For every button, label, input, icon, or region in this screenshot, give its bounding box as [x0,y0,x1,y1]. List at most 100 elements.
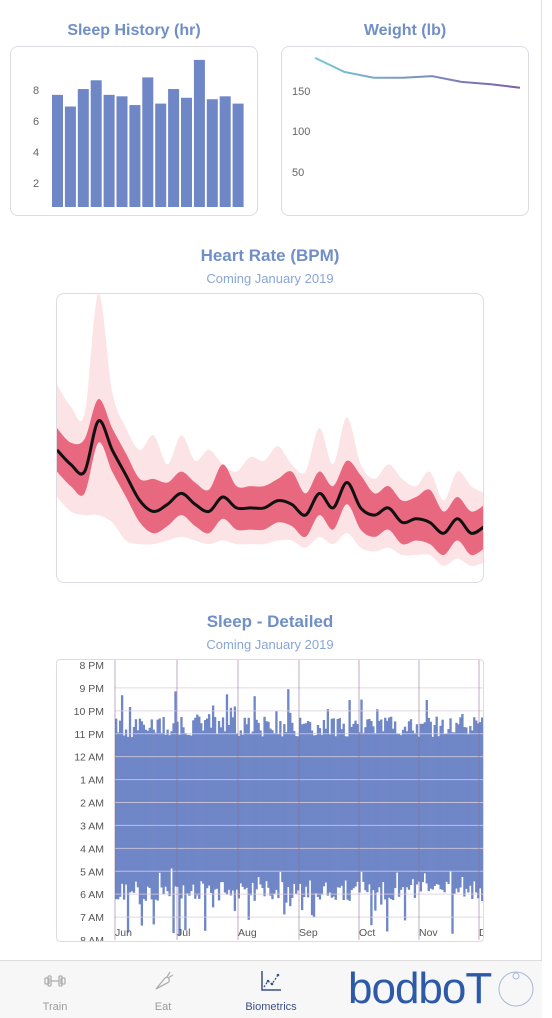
sleep-detailed-bar [124,729,128,885]
sleep-detailed-bar [310,730,314,916]
sleep-detailed-x-tick: Aug [238,927,257,939]
sleep-detailed-bar [429,721,432,889]
sleep-detailed-bar [144,729,148,901]
sleep-history-bar [129,105,141,207]
sleep-detailed-bar [318,728,322,900]
weight-y-tick: 150 [292,86,310,98]
tab-bar: Train Eat Biometrics [0,960,542,1018]
sleep-detailed-bar [423,722,426,874]
sleep-history-card[interactable]: 8 6 4 2 [10,46,258,216]
sleep-detailed-bar [120,695,124,884]
sleep-detailed-bar [126,736,130,933]
sleep-detailed-y-tick: 1 AM [80,775,104,787]
sleep-detailed-bar [273,733,276,894]
sleep-history-chart: 8 6 4 2 [33,59,244,207]
sleep-detailed-bar [463,727,466,897]
sleep-detailed-chart: 8 PM 9 PM 10 PM 11 PM 12 AM 1 AM 2 AM 3 AM 4 AM 5… [74,660,483,941]
sleep-detailed-bar [295,736,298,894]
sleep-detailed-subtitle: Coming January 2019 [206,637,334,652]
sleep-detailed-bar [267,721,270,888]
sleep-history-bar [103,94,115,207]
sleep-detailed-bar [233,706,237,911]
sleep-detailed-bar [399,735,403,890]
sleep-detailed-bar [174,691,177,887]
sleep-history-bar [155,103,167,207]
sleep-detailed-y-tick: 3 AM [80,820,104,832]
sleep-detailed-bar [253,696,256,901]
sleep-history-bar [142,77,154,207]
sleep-detailed-bar [469,726,472,886]
sleep-detailed-bar [202,730,205,884]
sleep-detailed-bar [164,734,167,887]
sleep-history-bar [193,59,205,207]
sleep-detailed-bar [152,729,155,925]
sleep-detailed-bar [263,716,266,897]
heart-rate-card[interactable] [56,293,484,583]
sleep-detailed-bar [425,700,428,884]
sleep-history-bar [219,96,231,207]
sleep-detailed-bar [431,736,434,890]
sleep-detailed-bar [261,736,264,889]
sleep-detailed-bar [115,718,118,900]
sleep-detailed-bar [332,718,335,897]
sleep-y-tick: 2 [33,178,39,190]
sleep-detailed-bar [306,721,310,898]
bodbot-logo: bodboT [348,962,538,1016]
sleep-detailed-bar [437,736,440,885]
sleep-detailed-x-tick: Jul [177,927,190,939]
sleep-detailed-bar [255,719,258,890]
sleep-detailed-bar [427,717,430,892]
sleep-detailed-bar [118,720,122,897]
tab-eat[interactable]: Eat [118,961,208,1018]
sleep-detailed-card[interactable]: 8 PM 9 PM 10 PM 11 PM 12 AM 1 AM 2 AM 3 AM 4 AM 5… [56,659,484,942]
weight-title: Weight (lb) [363,22,447,39]
sleep-detailed-bar [465,727,468,889]
sleep-detailed-bar [283,724,286,915]
sleep-detailed-bar [287,689,290,888]
sleep-detailed-bar [209,727,213,893]
sleep-detailed-x-tick: Nov [419,927,438,939]
sleep-detailed-x-tick: Sep [299,927,318,939]
sleep-detailed-bar [405,731,409,888]
sleep-detailed-bar [401,729,405,888]
sleep-detailed-bar [221,717,225,883]
sleep-detailed-bar [354,720,357,887]
sleep-detailed-bar [299,717,302,884]
sleep-detailed-bar [384,717,387,900]
sleep-detailed-y-tick: 5 AM [80,866,104,878]
sleep-detailed-bar [302,723,306,898]
sleep-detailed-bar [328,734,332,893]
sleep-detailed-bar [146,730,149,887]
sleep-detailed-bar [160,732,163,888]
sleep-y-tick: 4 [33,147,39,159]
sleep-detailed-bar [231,717,235,891]
sleep-detailed-bar [140,721,144,926]
sleep-detailed-bar [386,720,389,932]
heart-rate-chart [57,294,483,566]
sleep-detailed-bar [477,723,480,899]
tab-train[interactable]: Train [10,961,100,1018]
sleep-detailed-bar [481,717,483,901]
weight-y-tick: 50 [292,167,304,179]
sleep-history-bar [116,96,128,207]
sleep-detailed-bar [213,717,217,890]
sleep-detailed-bar [251,731,254,883]
sleep-detailed-y-tick: 6 AM [80,889,104,901]
sleep-detailed-bar [461,714,464,877]
sleep-detailed-bar [186,734,189,894]
weight-line [314,56,521,89]
weight-card[interactable]: 150 100 50 [281,46,529,216]
sleep-detailed-bar [206,718,209,889]
heart-rate-subtitle: Coming January 2019 [206,271,334,286]
sleep-detailed-bar [346,736,349,900]
sleep-detailed-bar [334,736,337,900]
sleep-detailed-bar [223,731,227,893]
sleep-detailed-bar [166,729,169,892]
sleep-detailed-title: Sleep - Detailed [206,612,334,631]
sleep-detailed-bar [445,733,448,882]
sleep-detailed-bar [372,726,375,891]
sleep-detailed-bar [172,723,175,934]
tab-biometrics[interactable]: Biometrics [226,961,316,1018]
weight-chart: 150 100 50 [292,56,521,179]
sleep-detailed-bar [403,726,407,921]
